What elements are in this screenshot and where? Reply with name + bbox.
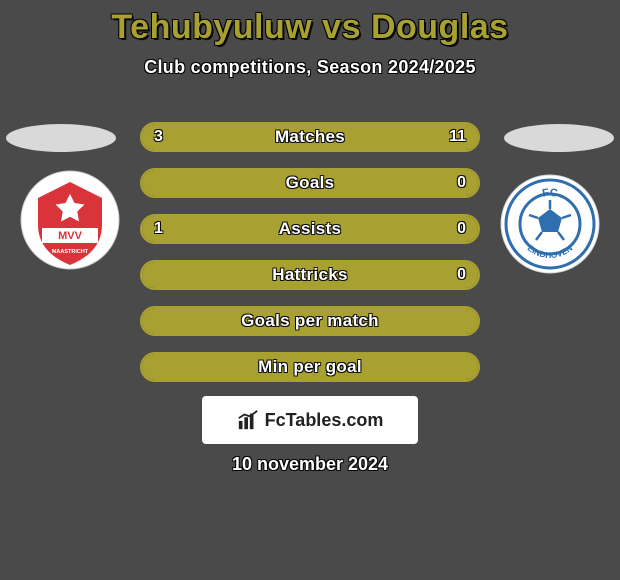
bar-label: Min per goal — [142, 354, 478, 380]
page-title: Tehubyuluw vs Douglas — [0, 0, 620, 47]
date-line: 10 november 2024 — [0, 454, 620, 475]
stat-bar: Min per goal — [140, 352, 480, 382]
svg-text:MVV: MVV — [58, 230, 83, 242]
bar-label: Goals per match — [142, 308, 478, 334]
club-badge-right-svg: FC EINDHOVEN — [500, 174, 600, 274]
bar-label: Hattricks — [142, 262, 478, 288]
svg-text:MAASTRICHT: MAASTRICHT — [52, 249, 89, 255]
club-badge-left: MVV MAASTRICHT — [20, 170, 120, 270]
chart-icon — [237, 409, 259, 431]
stat-bar: Goals per match — [140, 306, 480, 336]
club-badge-right: FC EINDHOVEN — [500, 174, 600, 274]
comparison-bars: Matches311Goals0Assists10Hattricks0Goals… — [140, 122, 480, 398]
bar-value-right: 0 — [457, 262, 466, 288]
bar-label: Assists — [142, 216, 478, 242]
player-right-silhouette — [504, 124, 614, 152]
stat-bar: Goals0 — [140, 168, 480, 198]
bar-label: Goals — [142, 170, 478, 196]
vs-separator: vs — [312, 8, 371, 46]
stat-bar: Assists1 0 — [140, 214, 480, 244]
stat-bar: Matches3 11 — [140, 122, 480, 152]
bar-value-right: 0 — [457, 170, 466, 196]
bar-value-right: 11 — [449, 124, 466, 150]
brand-text: FcTables.com — [265, 410, 384, 431]
player-right-name: Douglas — [371, 8, 509, 46]
stat-bar: Hattricks0 — [140, 260, 480, 290]
bar-value-right: 0 — [457, 216, 466, 242]
player-left-name: Tehubyuluw — [111, 8, 312, 46]
player-left-silhouette — [6, 124, 116, 152]
bar-value-left: 1 — [154, 216, 163, 242]
infographic-canvas: Tehubyuluw vs Douglas Club competitions,… — [0, 0, 620, 580]
brand-attribution: FcTables.com — [202, 396, 418, 444]
club-badge-left-svg: MVV MAASTRICHT — [20, 170, 120, 270]
bar-value-left: 3 — [154, 124, 163, 150]
subtitle: Club competitions, Season 2024/2025 — [0, 57, 620, 78]
bar-label: Matches — [142, 124, 478, 150]
